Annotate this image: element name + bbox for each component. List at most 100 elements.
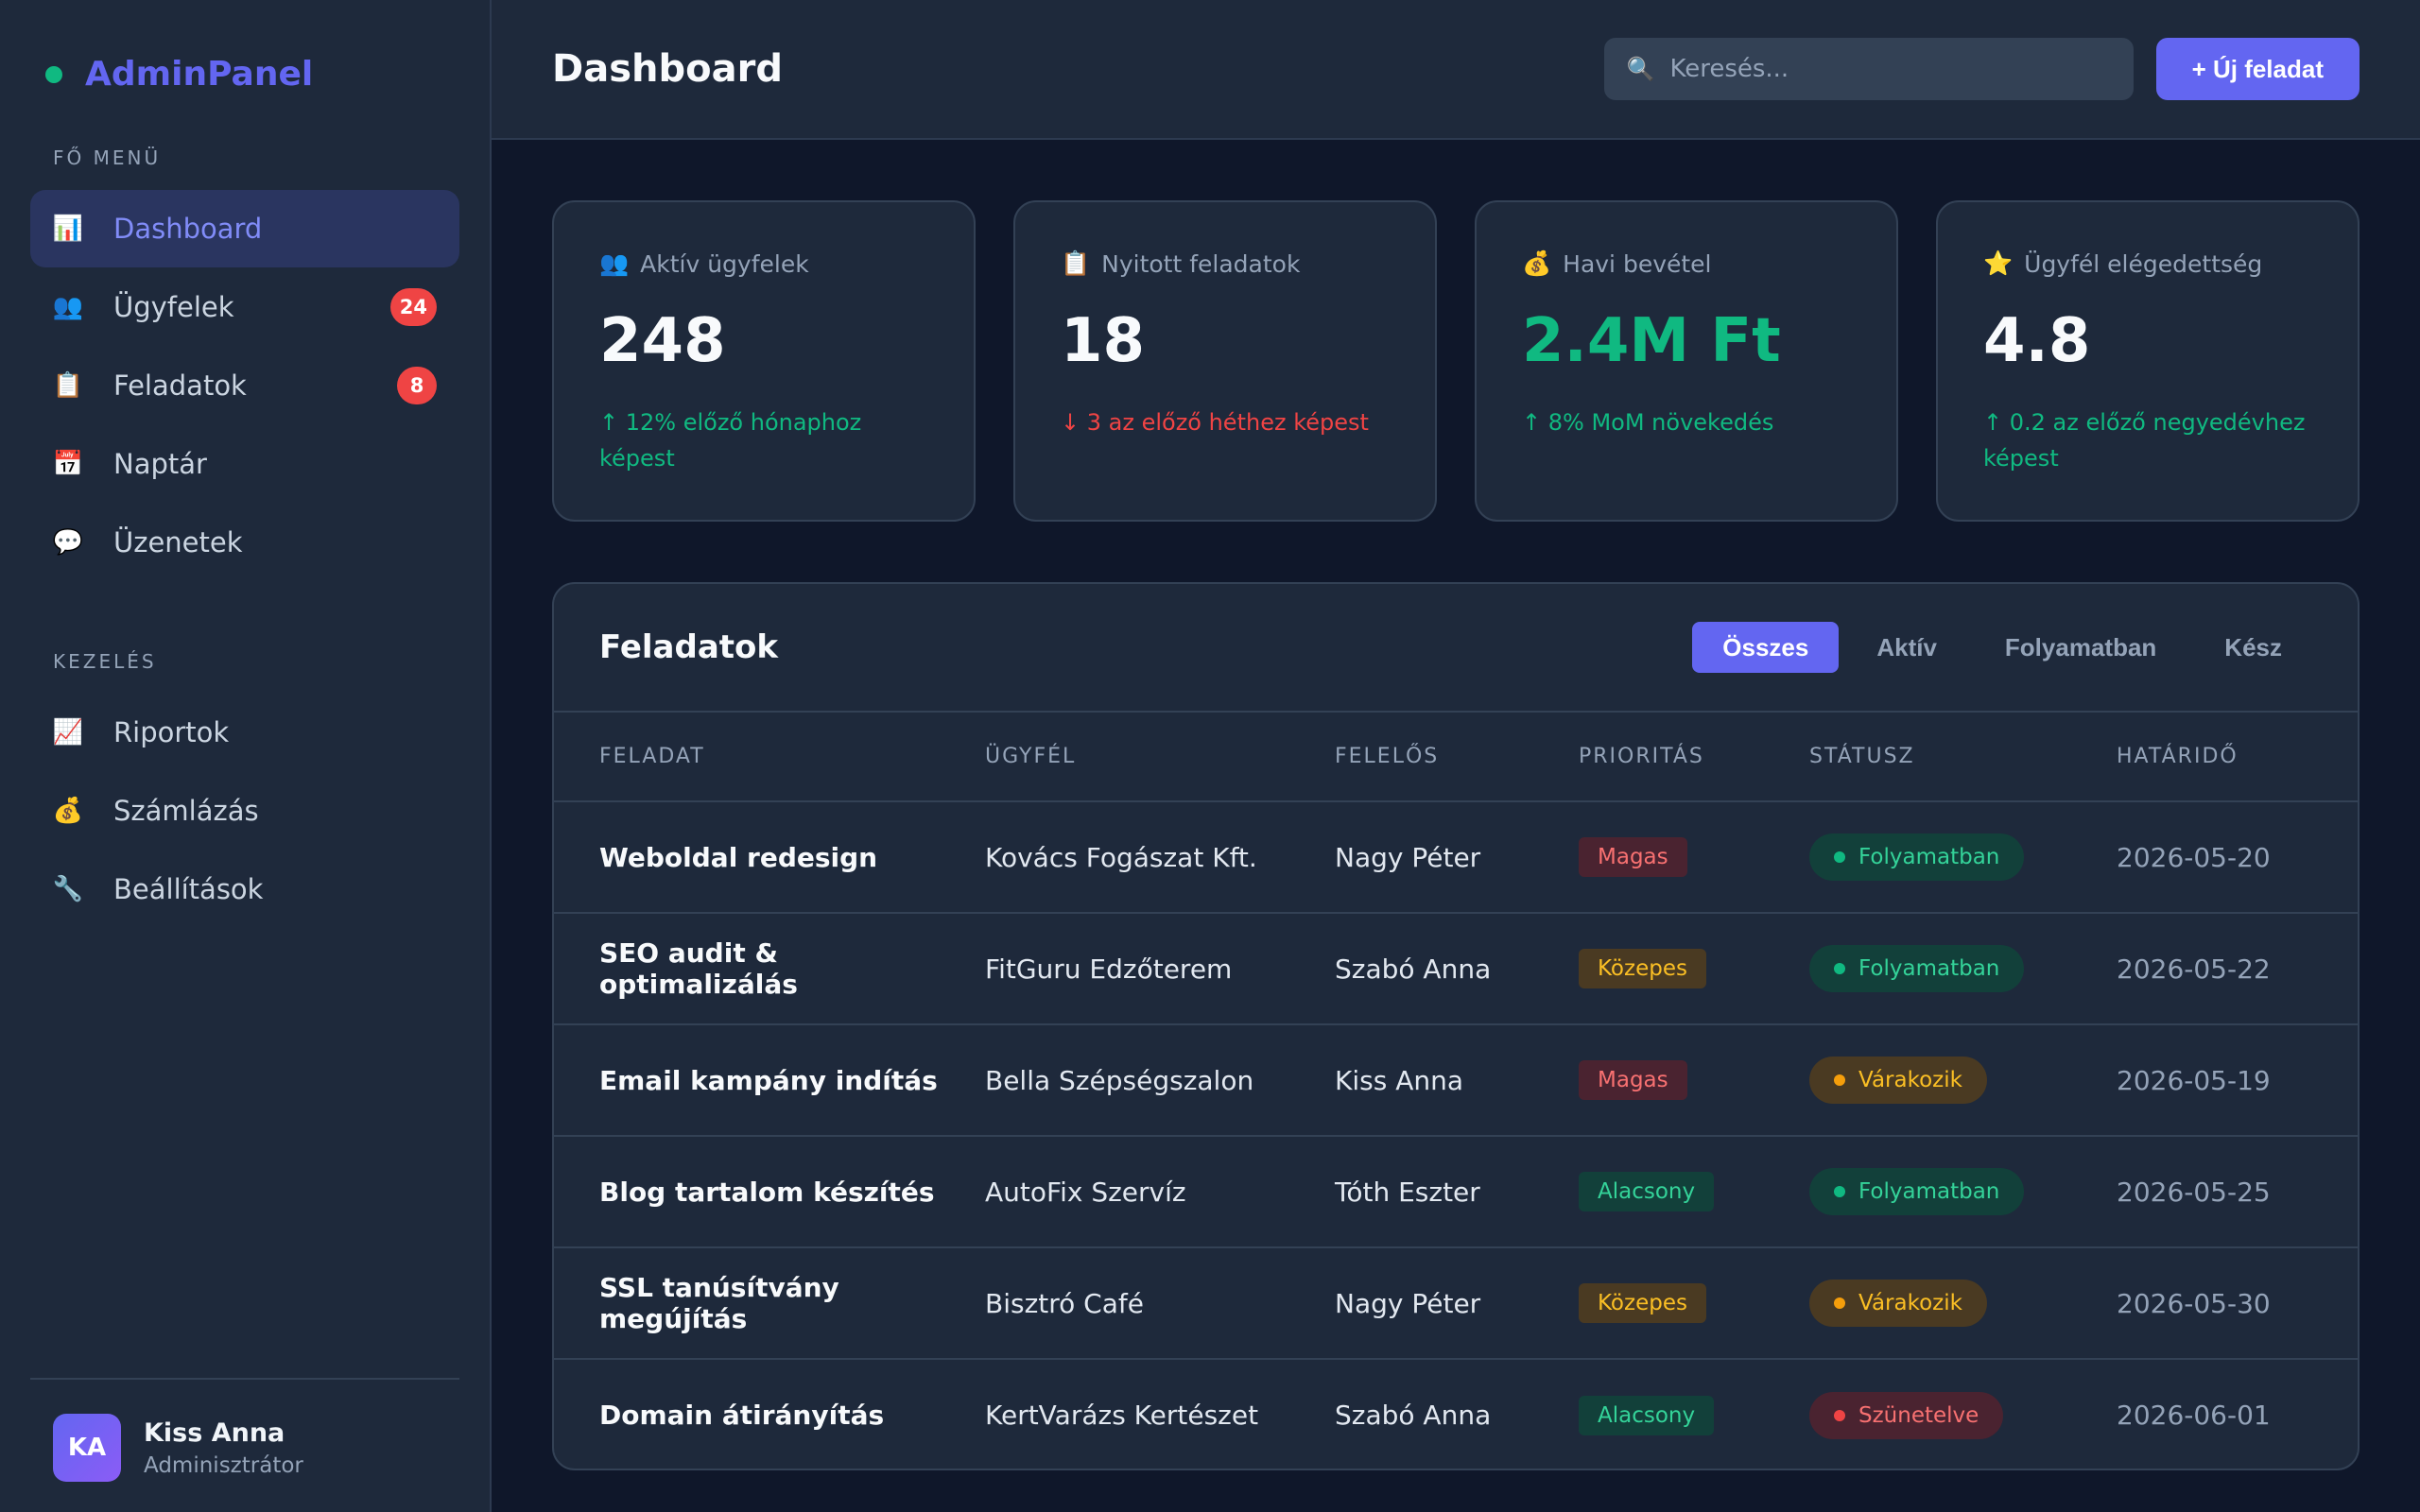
stat-value: 2.4M Ft <box>1522 306 1781 376</box>
task-name: Domain átirányítás <box>599 1400 885 1431</box>
star-icon: ⭐ <box>1983 249 2014 277</box>
priority-badge: Közepes <box>1579 1283 1706 1323</box>
tab-active[interactable]: Aktív <box>1876 632 1937 662</box>
client-name: FitGuru Edzőterem <box>985 913 1335 1025</box>
filter-tabs: Összes Aktív Folyamatban Kész <box>1692 622 2312 673</box>
owner-name: Szabó Anna <box>1335 1400 1492 1431</box>
sidebar-item-settings[interactable]: 🔧 Beállítások <box>30 850 459 928</box>
column-header-due[interactable]: HATÁRIDŐ <box>2117 713 2358 802</box>
sidebar-item-reports[interactable]: 📈 Riportok <box>30 694 459 771</box>
column-header-client[interactable]: ÜGYFÉL <box>985 713 1335 802</box>
priority-badge: Közepes <box>1579 949 1706 988</box>
section-label-manage: KEZELÉS <box>53 650 157 673</box>
table-row[interactable]: SSL tanúsítvány megújítás Bisztró Café N… <box>554 1247 2358 1360</box>
stat-value: 4.8 <box>1983 306 2091 376</box>
status-badge: Várakozik <box>1809 1057 1987 1104</box>
status-label: Szünetelve <box>1858 1402 1979 1428</box>
status-dot-icon <box>1834 963 1845 974</box>
count-badge: 8 <box>397 367 437 404</box>
count-badge: 24 <box>389 288 437 326</box>
user-name: Kiss Anna <box>144 1418 285 1448</box>
sidebar-item-label: Üzenetek <box>113 526 243 558</box>
owner-name: Tóth Eszter <box>1335 1136 1579 1248</box>
stat-card-monthly-revenue: 💰 Havi bevétel 2.4M Ft ↑ 8% MoM növekedés <box>1475 200 1898 522</box>
status-dot-icon <box>1834 1409 1845 1421</box>
stat-change: ↑ 12% előző hónaphoz képest <box>599 409 862 472</box>
due-date: 2026-05-19 <box>2117 1024 2358 1137</box>
stat-card-active-clients: 👥 Aktív ügyfelek 248 ↑ 12% előző hónaphoz… <box>552 200 976 522</box>
due-date: 2026-05-20 <box>2117 801 2358 914</box>
stat-change: ↑ 0.2 az előző negyedévhez képest <box>1983 409 2306 472</box>
owner-name: Nagy Péter <box>1335 801 1579 914</box>
sidebar-item-billing[interactable]: 💰 Számlázás <box>30 772 459 850</box>
status-dot-icon <box>1834 1297 1845 1309</box>
brand-name: AdminPanel <box>85 55 314 94</box>
sidebar-item-label: Dashboard <box>113 213 263 245</box>
task-name: Email kampány indítás <box>554 1024 985 1137</box>
task-name: SEO audit & optimalizálás <box>554 913 985 1025</box>
tab-done[interactable]: Kész <box>2224 632 2282 662</box>
tasks-panel: Feladatok Összes Aktív Folyamatban Kész <box>552 582 2360 1470</box>
table-row[interactable]: Domain átirányítás KertVarázs Kertészet … <box>554 1359 2358 1469</box>
tab-all[interactable]: Összes <box>1692 622 1840 673</box>
calendar-icon: 📅 <box>52 450 84 478</box>
column-header-owner[interactable]: FELELŐS <box>1335 713 1579 802</box>
section-label-main-menu: FŐ MENÜ <box>53 146 162 169</box>
avatar: KA <box>53 1414 121 1482</box>
sidebar-item-clients[interactable]: 👥 Ügyfelek 24 <box>30 268 459 346</box>
priority-badge: Alacsony <box>1579 1172 1715 1211</box>
wrench-icon: 🔧 <box>52 875 84 903</box>
column-header-task[interactable]: FELADAT <box>554 713 985 802</box>
table-row[interactable]: Weboldal redesign Kovács Fogászat Kft. N… <box>554 801 2358 914</box>
owner-name: Szabó Anna <box>1335 913 1579 1025</box>
sidebar-item-label: Naptár <box>113 448 207 480</box>
clipboard-icon: 📋 <box>1061 249 1091 277</box>
sidebar-item-dashboard[interactable]: 📊 Dashboard <box>30 190 459 267</box>
page-title: Dashboard <box>552 47 783 91</box>
column-header-status[interactable]: STÁTUSZ <box>1809 713 2117 802</box>
task-name: Weboldal redesign <box>554 801 985 914</box>
stat-value: 18 <box>1061 306 1146 376</box>
status-dot-icon <box>1834 851 1845 863</box>
table-row[interactable]: Email kampány indítás Bella Szépségszalo… <box>554 1024 2358 1137</box>
user-role: Adminisztrátor <box>144 1452 303 1478</box>
main-area: Dashboard 🔍 + Új feladat 👥 Aktív ügyfelek… <box>492 0 2420 1512</box>
stats-row: 👥 Aktív ügyfelek 248 ↑ 12% előző hónaphoz… <box>552 200 2360 522</box>
search-input[interactable] <box>1669 55 2111 83</box>
priority-badge: Magas <box>1579 1060 1687 1100</box>
priority-badge: Magas <box>1579 837 1687 877</box>
tab-in-progress[interactable]: Folyamatban <box>2004 632 2157 662</box>
status-dot-icon <box>1834 1074 1845 1086</box>
sidebar-item-label: Ügyfelek <box>113 291 234 323</box>
topbar: Dashboard 🔍 + Új feladat <box>492 0 2420 140</box>
due-date: 2026-06-01 <box>2117 1400 2271 1431</box>
table-row[interactable]: SEO audit & optimalizálás FitGuru Edzőte… <box>554 913 2358 1025</box>
stat-change: ↓ 3 az előző héthez képest <box>1061 409 1369 436</box>
money-bag-icon: 💰 <box>1522 249 1552 277</box>
sidebar-item-label: Feladatok <box>113 369 247 402</box>
table-row[interactable]: Blog tartalom készítés AutoFix Szervíz T… <box>554 1136 2358 1248</box>
search-icon: 🔍 <box>1626 56 1655 82</box>
sidebar-item-messages[interactable]: 💬 Üzenetek <box>30 504 459 581</box>
new-task-button[interactable]: + Új feladat <box>2155 38 2360 100</box>
due-date: 2026-05-30 <box>2117 1247 2358 1360</box>
trend-chart-icon: 📈 <box>52 718 84 747</box>
status-label: Folyamatban <box>1858 1179 2000 1204</box>
status-label: Várakozik <box>1858 1291 1962 1315</box>
panel-title: Feladatok <box>599 628 779 666</box>
clipboard-icon: 📋 <box>52 371 84 400</box>
stat-card-open-tasks: 📋 Nyitott feladatok 18 ↓ 3 az előző héthe… <box>1013 200 1437 522</box>
sidebar-item-label: Számlázás <box>113 795 259 827</box>
sidebar-item-tasks[interactable]: 📋 Feladatok 8 <box>30 347 459 424</box>
brand[interactable]: AdminPanel <box>30 55 459 94</box>
task-name: SSL tanúsítvány megújítás <box>554 1247 985 1360</box>
sidebar-item-label: Riportok <box>113 716 230 748</box>
client-name: Kovács Fogászat Kft. <box>985 801 1335 914</box>
stat-label: Ügyfél elégedettség <box>2024 249 2263 278</box>
user-profile[interactable]: KA Kiss Anna Adminisztrátor <box>30 1378 459 1482</box>
column-header-priority[interactable]: PRIORITÁS <box>1579 713 1809 802</box>
sidebar-item-calendar[interactable]: 📅 Naptár <box>30 425 459 503</box>
stat-change: ↑ 8% MoM növekedés <box>1522 409 1774 436</box>
search-box[interactable]: 🔍 <box>1603 38 2134 100</box>
stat-card-satisfaction: ⭐ Ügyfél elégedettség 4.8 ↑ 0.2 az előző … <box>1936 200 2360 522</box>
